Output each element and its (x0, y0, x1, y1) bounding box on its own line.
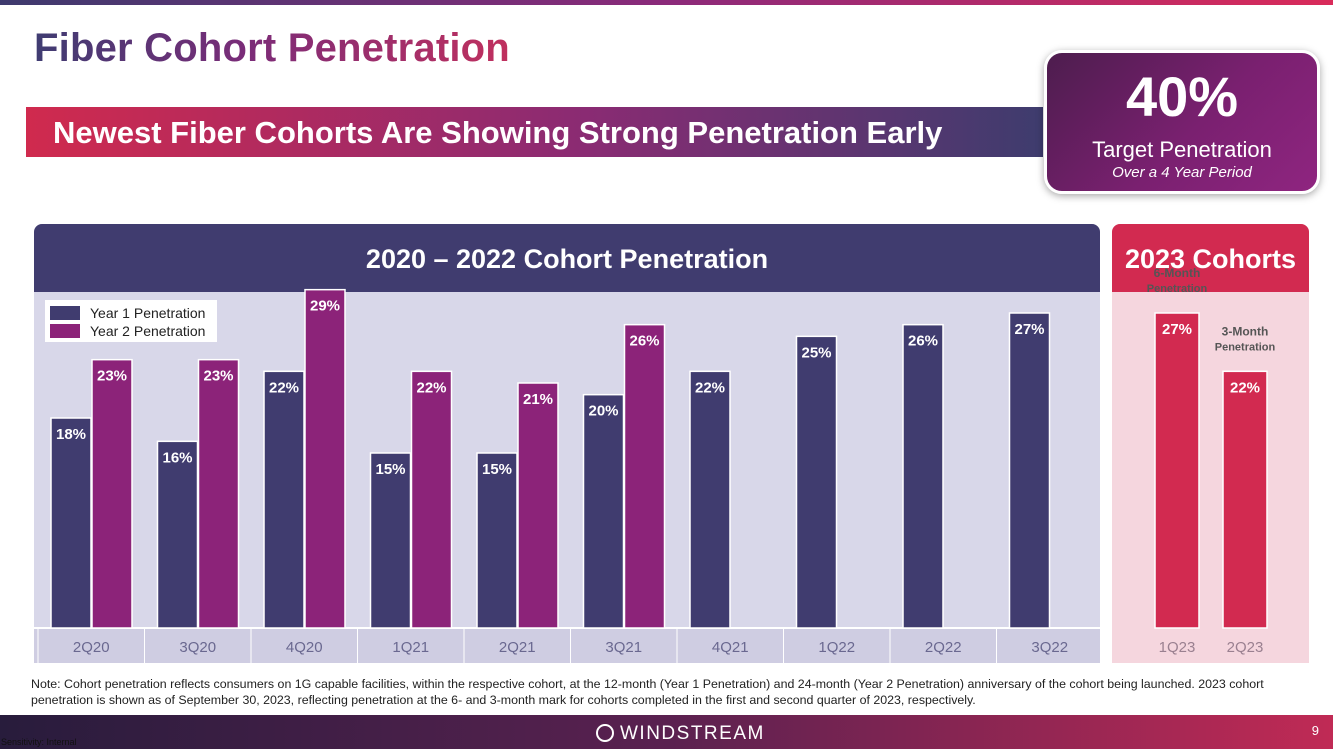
data-label: 18% (56, 426, 86, 443)
data-label: 15% (482, 461, 512, 478)
data-label: 15% (375, 461, 405, 478)
cohorts-2023-title: 2023 Cohorts (1124, 244, 1297, 274)
x-tick-label: 3Q22 (1031, 639, 1068, 656)
page-number: 9 (1311, 723, 1319, 738)
legend-swatch-year2 (50, 324, 80, 338)
bar-year1 (476, 452, 518, 629)
bar-year2 (410, 370, 453, 629)
bar-year1 (50, 417, 92, 629)
bar-year1 (263, 370, 305, 629)
x-tick-label: 2Q22 (925, 639, 962, 656)
bar-year1 (156, 440, 199, 629)
target-value: 40% (1125, 65, 1239, 128)
data-label: 23% (203, 368, 233, 385)
bar-year1 (1008, 312, 1051, 629)
target-label: Target Penetration (1092, 137, 1272, 162)
subtitle-text: Newest Fiber Cohorts Are Showing Strong … (53, 115, 943, 150)
chart-legend: Year 1 Penetration Year 2 Penetration (45, 300, 217, 342)
x-tick-label: 2Q23 (1227, 639, 1264, 656)
sensitivity-label: Sensitivity: Internal (1, 737, 77, 747)
logo-text: WINDSTREAM (620, 723, 765, 744)
data-label: 22% (269, 379, 299, 396)
x-tick-label: 1Q21 (392, 639, 429, 656)
bar-year1 (582, 393, 625, 629)
x-tick-label: 2Q21 (499, 639, 536, 656)
data-label: 21% (523, 391, 553, 408)
subtitle-banner: Newest Fiber Cohorts Are Showing Strong … (26, 107, 1043, 157)
bar-year1 (902, 323, 944, 629)
legend-swatch-year1 (50, 306, 80, 320)
footer-bar: WINDSTREAM 9 Sensitivity: Internal (0, 715, 1333, 749)
bar-annotation-line2: Penetration (1147, 283, 1208, 295)
bar-year1 (689, 370, 731, 629)
x-tick-label: 1Q22 (818, 639, 855, 656)
bar-year1 (795, 335, 838, 629)
cohort-chart-title: 2020 – 2022 Cohort Penetration (365, 244, 769, 274)
bar-year2 (197, 358, 240, 629)
data-label: 27% (1162, 321, 1192, 338)
cohorts-2023-header: 2023 Cohorts (1112, 224, 1309, 292)
bar-year2 (623, 323, 666, 629)
x-tick-label: 4Q20 (286, 639, 323, 656)
data-label: 25% (801, 344, 831, 361)
bar-annotation-line2: Penetration (1215, 341, 1276, 353)
data-label: 27% (1014, 321, 1044, 338)
windstream-logo-icon (596, 724, 614, 742)
cohort-chart-panel: 2020 – 2022 Cohort Penetration 2Q20 18% 23… (34, 224, 1100, 663)
legend-label-year2: Year 2 Penetration (90, 323, 206, 339)
data-label: 22% (695, 379, 725, 396)
cohorts-2023-bar-chart: 27% 1Q23 6-Month Penetration 22% 2Q23 3-Month P… (1147, 266, 1276, 656)
data-label: 26% (629, 333, 659, 350)
x-tick-label: 2Q20 (73, 639, 110, 656)
footnote: Note: Cohort penetration reflects consum… (31, 677, 1264, 707)
data-label: 22% (416, 379, 446, 396)
data-label: 26% (908, 333, 938, 350)
windstream-logo: WINDSTREAM (596, 723, 765, 745)
bar-year2 (304, 288, 346, 629)
bar-2023-cohort (1222, 370, 1268, 629)
bar-year2 (517, 382, 559, 629)
data-label: 23% (97, 368, 127, 385)
bar-annotation-line1: 3-Month (1222, 324, 1269, 338)
x-axis-band (34, 628, 1100, 663)
data-label: 20% (588, 403, 618, 420)
x-tick-label: 4Q21 (712, 639, 749, 656)
cohort-chart-header: 2020 – 2022 Cohort Penetration (34, 224, 1100, 292)
x-tick-label: 3Q20 (179, 639, 216, 656)
data-label: 22% (1230, 379, 1260, 396)
bar-year2 (91, 358, 133, 629)
top-accent-bar (0, 0, 1333, 5)
cohort-bar-chart: 2Q20 18% 23% 3Q20 16% 23% 4Q20 22% 29% 1Q21 15% 22%… (34, 288, 1100, 663)
page-title: Fiber Cohort Penetration (34, 26, 510, 70)
bar-year1 (369, 452, 412, 629)
x-tick-label: 3Q21 (605, 639, 642, 656)
data-label: 29% (310, 298, 340, 315)
x-tick-label: 1Q23 (1159, 639, 1196, 656)
data-label: 16% (162, 449, 192, 466)
target-sublabel: Over a 4 Year Period (1112, 164, 1252, 181)
bar-2023-cohort (1154, 312, 1200, 629)
legend-label-year1: Year 1 Penetration (90, 305, 206, 321)
bar-annotation-line1: 6-Month (1154, 266, 1201, 280)
target-penetration-card: 40% Target Penetration Over a 4 Year Per… (1044, 50, 1320, 194)
cohorts-2023-panel: 2023 Cohorts 27% 1Q23 6-Month Penetration 22… (1112, 224, 1309, 663)
